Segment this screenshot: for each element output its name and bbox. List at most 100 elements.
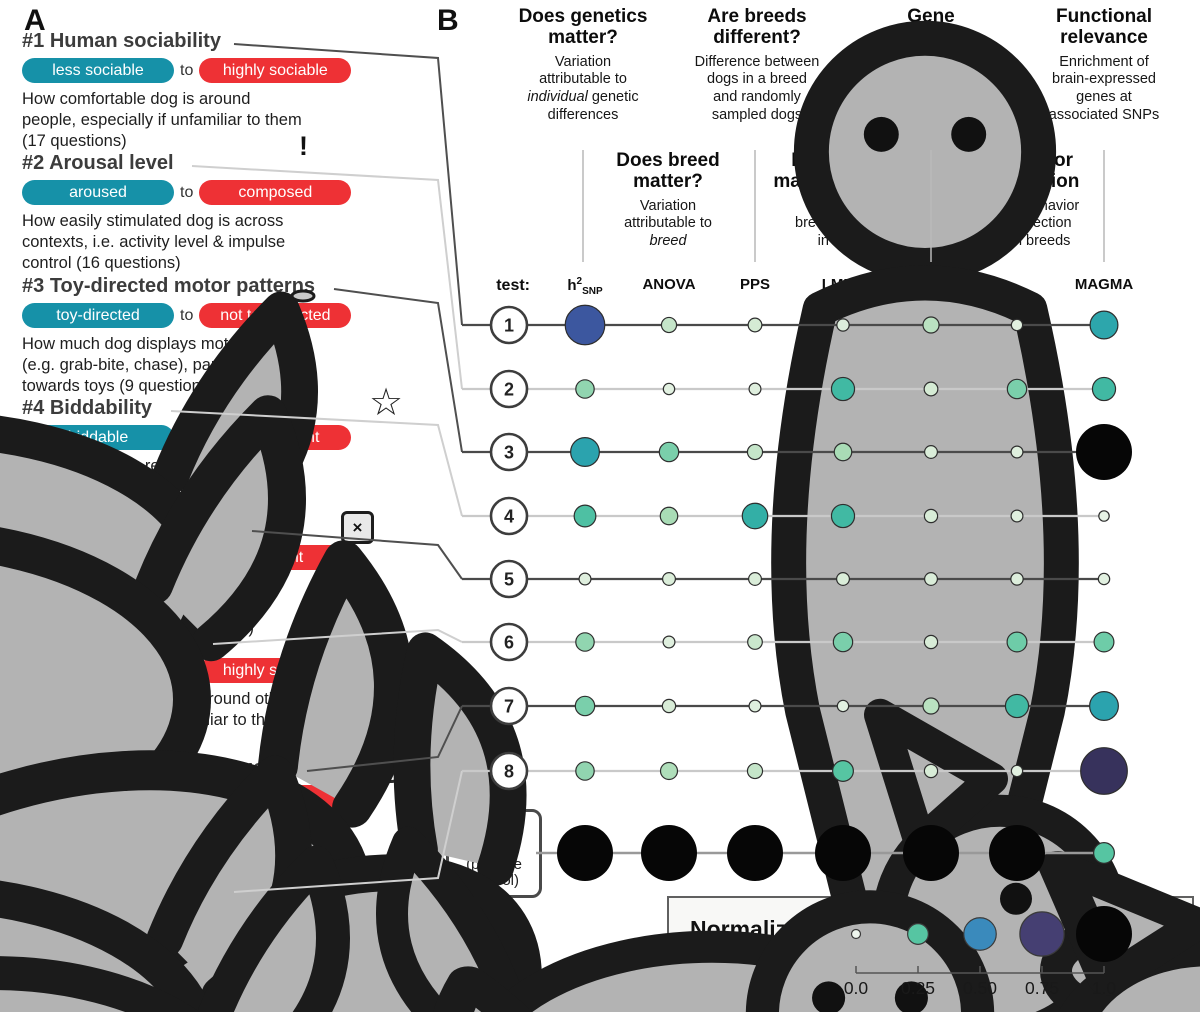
q121-subtitle: (positive control) [466, 855, 522, 890]
factor-description: How easily stimulated dog is across conte… [22, 212, 286, 272]
score-bubble [923, 381, 939, 397]
score-bubble [660, 316, 678, 334]
factor-number: #2 [22, 152, 45, 174]
factor-8-title: #8 Proximity seeking [22, 878, 392, 901]
high-trait-pill: highly sociable [199, 658, 352, 683]
factor-number: #7 [22, 757, 45, 779]
high-trait-pill: highly sociable [199, 58, 352, 83]
score-bubble [923, 634, 939, 650]
header-does-breed-matter-part2: Does breed matter (part 2)? Effect of bree… [756, 150, 930, 251]
score-bubble [1089, 691, 1119, 721]
score-bubble [573, 504, 597, 528]
test-number: 4 [504, 507, 514, 527]
score-bubble [747, 634, 763, 650]
factor-2: #2 Arousal level aroused to composed How… [22, 152, 392, 273]
score-bubble [1006, 378, 1028, 400]
score-bubble [1091, 376, 1117, 402]
factor-4-title: #4 Biddability [22, 397, 392, 420]
panel-b-label: B [437, 4, 459, 37]
score-bubble [641, 825, 697, 881]
factor-5-scale: assertive to diffident [22, 545, 392, 570]
high-trait-pill: low engage. [199, 785, 352, 810]
score-bubble [574, 695, 596, 717]
score-bubble [659, 506, 679, 526]
to-label: to [180, 183, 194, 201]
factor-description: How readily dog solicits human contact an… [22, 938, 286, 977]
factor-name: Biddability [49, 397, 153, 419]
factor-number: #4 [22, 397, 45, 419]
score-bubble [1080, 747, 1128, 795]
factor-number: #5 [22, 517, 45, 539]
header-subtitle: Strength of top associated genomic locus?(… [866, 53, 996, 125]
header-title: Evidence for past selection [952, 150, 1080, 193]
header-subtitle: Enrichment of brain-expressed genes at asso… [1048, 53, 1160, 123]
low-trait-pill: assertive [22, 545, 174, 570]
high-trait-pill: diffident [199, 545, 352, 570]
x-box-icon: × [341, 511, 374, 544]
test-number: 6 [504, 633, 514, 653]
score-bubble [575, 632, 595, 652]
header-title: Are breeds different? [707, 6, 807, 49]
factor-8-scale: affectionate to aloof [22, 906, 392, 931]
factor-number: #1 [22, 30, 45, 52]
to-label: to [180, 909, 194, 927]
header-functional-relevance: Functional relevance Enrichment of brain-e… [1017, 6, 1191, 124]
score-bubble [1004, 693, 1030, 719]
score-bubble [741, 502, 769, 530]
score-bubble [923, 763, 939, 779]
left-right-arrows-icon: ↔ [346, 865, 372, 895]
method-label-lmer: LMER [821, 276, 865, 293]
score-bubble [922, 316, 940, 334]
score-bubble [836, 318, 850, 332]
score-bubble [557, 825, 613, 881]
to-label: to [180, 661, 194, 679]
factor-name: Proximity seeking [49, 878, 221, 900]
score-bubble [903, 825, 959, 881]
header-are-breeds-different: Are breeds different? Difference between d… [670, 6, 844, 124]
score-bubble [661, 698, 677, 714]
test-number: 2 [504, 380, 514, 400]
factor-2-title: #2 Arousal level [22, 152, 392, 175]
test-number: 5 [504, 570, 514, 590]
score-bubble [1006, 631, 1028, 653]
factor-7-scale: high engage. to low engage. [22, 785, 392, 810]
to-label: to [180, 428, 194, 446]
score-bubble [830, 503, 856, 529]
header-subtitle: Variation attributable to breed [624, 197, 712, 249]
score-bubble [1093, 842, 1115, 864]
factor-description: How interactive dog is with its familiar,… [22, 817, 242, 877]
score-bubble [1010, 445, 1024, 459]
score-bubble [832, 760, 854, 782]
factor-number: #3 [22, 275, 45, 297]
header-title: Does breed matter (part 2)? [773, 150, 913, 193]
factor-8: #8 Proximity seeking affectionate to alo… [22, 878, 392, 979]
header-subtitle: Effect of breed ancestry in mutts [795, 197, 891, 249]
score-bubble [564, 304, 606, 346]
test-number: 1 [504, 316, 514, 336]
score-bubble [924, 572, 938, 586]
factor-description: How readily dog responds to human directi… [22, 457, 288, 517]
header-title: Does breed matter? [616, 150, 720, 193]
test-number-circle [489, 751, 529, 791]
speech-bubble-icon: ••• [347, 749, 399, 791]
test-row-label: test: [496, 277, 530, 294]
factor-name: Toy-directed motor patterns [49, 275, 316, 297]
score-bubble [1089, 310, 1119, 340]
score-bubble [658, 441, 680, 463]
method-label-pps: PPS [739, 276, 770, 293]
test-number-circle [489, 622, 529, 662]
score-bubble [748, 382, 762, 396]
factor-name: Human sociability [49, 30, 221, 52]
header-title: Gene mapping [891, 6, 971, 49]
factor-description: How much dog displays motor patterns (e.g… [22, 335, 308, 395]
score-bubble [836, 699, 850, 713]
score-bubble [570, 437, 600, 467]
exclamation-icon: ! [299, 131, 308, 161]
q121-line2: size [476, 835, 512, 857]
score-bubble [746, 762, 764, 780]
score-bubble [578, 572, 592, 586]
factor-1-title: #1 Human sociability [22, 30, 392, 53]
high-trait-pill: composed [199, 180, 352, 205]
test-number: 8 [504, 762, 514, 782]
to-label: to [180, 61, 194, 79]
